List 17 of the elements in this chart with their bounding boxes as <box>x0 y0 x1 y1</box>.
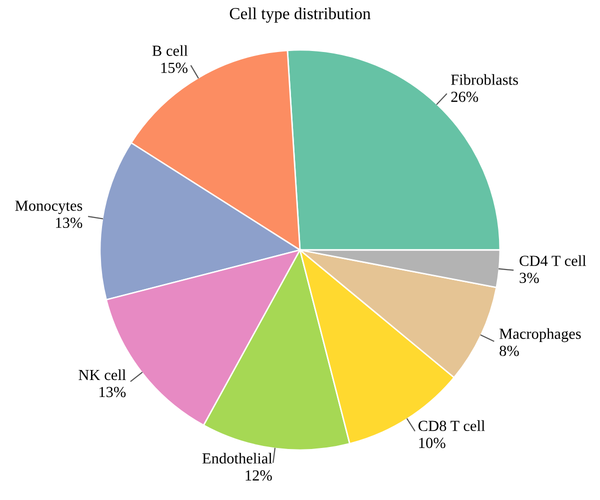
data-label: 26% <box>451 92 478 102</box>
data-label: 3% <box>520 272 539 284</box>
slice-label: Monocytes <box>15 200 82 214</box>
slice-label: B cell <box>152 45 188 56</box>
data-label: 8% <box>500 346 519 356</box>
slice-label: Macrophages <box>500 328 581 342</box>
data-label: 15% <box>161 62 188 74</box>
slice-label: CD8 T cell <box>418 420 485 432</box>
slice-label: CD4 T cell <box>520 255 586 266</box>
data-label: 10% <box>419 438 446 448</box>
slice-label: Fibroblasts <box>451 74 518 85</box>
slice-label: Endothelial <box>202 452 272 464</box>
data-label: 13% <box>100 386 126 398</box>
data-label: 13% <box>56 218 82 228</box>
chart-title: Cell type distribution <box>230 8 371 23</box>
slice-label: NK cell <box>78 369 126 380</box>
data-label: 12% <box>246 470 272 481</box>
